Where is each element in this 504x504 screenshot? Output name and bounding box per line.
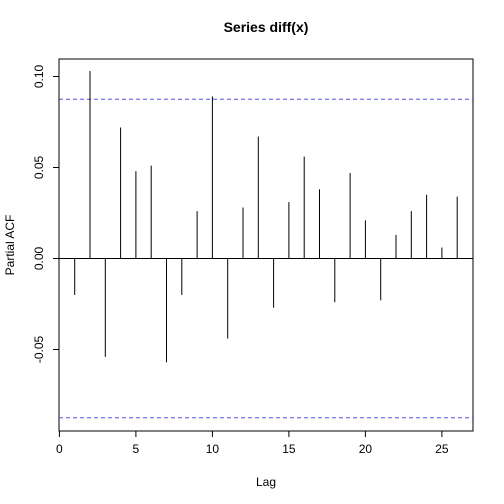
x-axis-label: Lag	[256, 475, 276, 489]
y-axis-label: Partial ACF	[3, 215, 17, 276]
x-tick-label-20: 20	[359, 442, 373, 456]
x-tick-label-0: 0	[56, 442, 63, 456]
chart-title: Series diff(x)	[224, 19, 309, 35]
x-tick-label-10: 10	[206, 442, 220, 456]
y-tick-label-1: 0.00	[32, 246, 46, 270]
y-tick-label-2: 0.05	[32, 155, 46, 179]
x-tick-label-5: 5	[133, 442, 140, 456]
y-tick-label-0: -0.05	[32, 336, 46, 364]
y-tick-label-3: 0.10	[32, 64, 46, 88]
x-tick-label-15: 15	[282, 442, 296, 456]
x-tick-label-25: 25	[435, 442, 449, 456]
